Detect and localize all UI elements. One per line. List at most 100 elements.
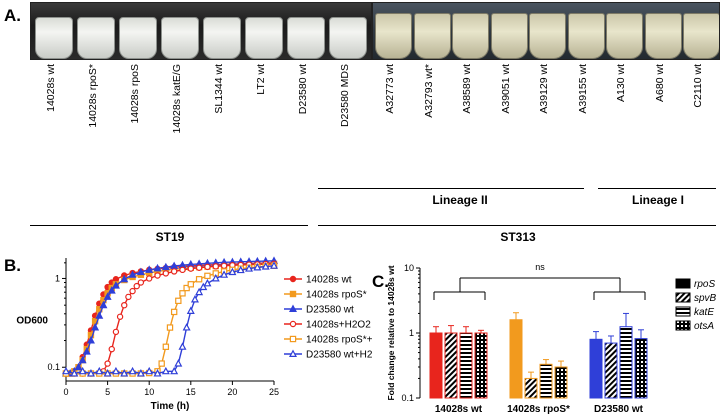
- bar: [634, 338, 648, 399]
- data-point: [161, 262, 170, 271]
- legend-entry: D23580 wt: [284, 305, 354, 316]
- legend-marker: [289, 290, 297, 298]
- legend-label: D23580 wt+H2O2: [306, 350, 372, 361]
- legend-entry: 14028s+H2O2: [284, 320, 371, 331]
- bar-group: [509, 312, 568, 399]
- strain-label: A39051 wt: [499, 64, 512, 114]
- data-point: [220, 262, 228, 269]
- x-tick-label: 0: [63, 387, 68, 397]
- x-tick-label: 10: [144, 387, 154, 397]
- data-point: [128, 270, 137, 278]
- data-point: [112, 276, 120, 283]
- culture-tube: [35, 17, 73, 59]
- strain-label: 14028s rpoS: [129, 64, 141, 124]
- legend-marker: [289, 335, 297, 343]
- legend-label: spvB: [694, 293, 717, 304]
- culture-tube: [644, 13, 682, 59]
- data-point: [153, 263, 162, 272]
- legend-entry: rpoS: [675, 278, 715, 290]
- x-tick-label: 20: [227, 387, 237, 397]
- data-point: [70, 369, 79, 377]
- data-point: [103, 369, 112, 377]
- legend-entry: otsA: [675, 320, 714, 332]
- data-point: [186, 306, 195, 315]
- fold-change-bar-chart: 0.1 1 10 Fold change relative to 14028s wt 1…: [386, 262, 717, 415]
- data-point: [170, 308, 178, 316]
- data-point: [145, 366, 154, 375]
- data-point: [195, 276, 203, 283]
- strain-label: 14028s wt: [45, 64, 57, 112]
- data-point: [78, 355, 87, 364]
- legend-label: D23580 wt: [306, 305, 354, 316]
- x-tick-label: 25: [269, 387, 279, 397]
- bar: [509, 319, 523, 399]
- data-point: [112, 328, 120, 336]
- data-point: [187, 281, 194, 288]
- bar: [554, 366, 568, 399]
- data-point: [195, 264, 203, 271]
- y-tick-label: 1: [55, 273, 60, 283]
- legend-marker: [288, 349, 298, 358]
- data-point: [86, 369, 95, 377]
- data-point: [145, 265, 154, 273]
- legend-label: otsA: [694, 321, 714, 332]
- data-point: [120, 369, 129, 377]
- strain-label: A130 wt: [615, 64, 627, 102]
- data-point: [253, 262, 262, 271]
- panel-c-label: C.: [372, 272, 389, 291]
- legend-swatch: [675, 320, 691, 331]
- bar: [524, 377, 538, 399]
- y-axis-label: Fold change relative to 14028s wt: [386, 265, 396, 400]
- data-point: [174, 359, 183, 367]
- data-point: [170, 268, 178, 275]
- data-point: [195, 287, 204, 296]
- strain-label: LT2 wt: [255, 64, 267, 95]
- data-point: [269, 261, 279, 269]
- y-tick-label: 0.1: [401, 393, 414, 403]
- bar: [604, 342, 618, 399]
- culture-tube: [77, 17, 115, 59]
- legend-marker: [289, 275, 297, 283]
- strain-label: D23580 wt: [297, 64, 309, 115]
- data-point: [103, 292, 112, 300]
- category-label: 14028s wt: [435, 404, 483, 415]
- strain-label: 14028s rpoS*: [87, 64, 99, 128]
- data-point: [228, 267, 237, 276]
- data-point: [95, 311, 104, 319]
- data-point: [203, 278, 212, 287]
- data-point: [120, 274, 129, 283]
- culture-tube: [529, 13, 566, 59]
- data-point: [183, 284, 190, 292]
- data-point: [129, 287, 136, 295]
- bar-group: [429, 325, 488, 399]
- lineage-ii-line: [318, 188, 584, 189]
- x-tick-label: 15: [186, 387, 196, 397]
- data-point: [158, 360, 165, 367]
- data-point: [204, 263, 211, 271]
- st313-label: ST313: [500, 230, 536, 244]
- culture-tube: [329, 17, 367, 59]
- culture-tube: [490, 13, 528, 59]
- data-point: [182, 323, 191, 331]
- data-point: [78, 366, 87, 375]
- data-point: [211, 273, 220, 282]
- data-point: [137, 279, 145, 286]
- data-point: [190, 294, 199, 303]
- significance-label: ns: [535, 262, 545, 272]
- data-point: [175, 297, 182, 305]
- data-point: [153, 369, 162, 377]
- y-tick-label: 1: [409, 328, 414, 338]
- series-5: [61, 261, 279, 377]
- legend-swatch: [675, 306, 691, 317]
- data-point: [220, 270, 229, 278]
- data-point: [245, 264, 254, 272]
- lineage-ii-label: Lineage II: [432, 193, 488, 207]
- strain-label: 14028s katE/G: [171, 64, 183, 134]
- st19-label: ST19: [155, 230, 185, 244]
- data-point: [91, 323, 100, 331]
- data-point: [170, 366, 179, 375]
- data-point: [111, 366, 120, 375]
- legend-entry: 14028s rpoS*: [284, 290, 367, 301]
- data-point: [128, 366, 137, 375]
- tube-photo-left: [30, 2, 372, 60]
